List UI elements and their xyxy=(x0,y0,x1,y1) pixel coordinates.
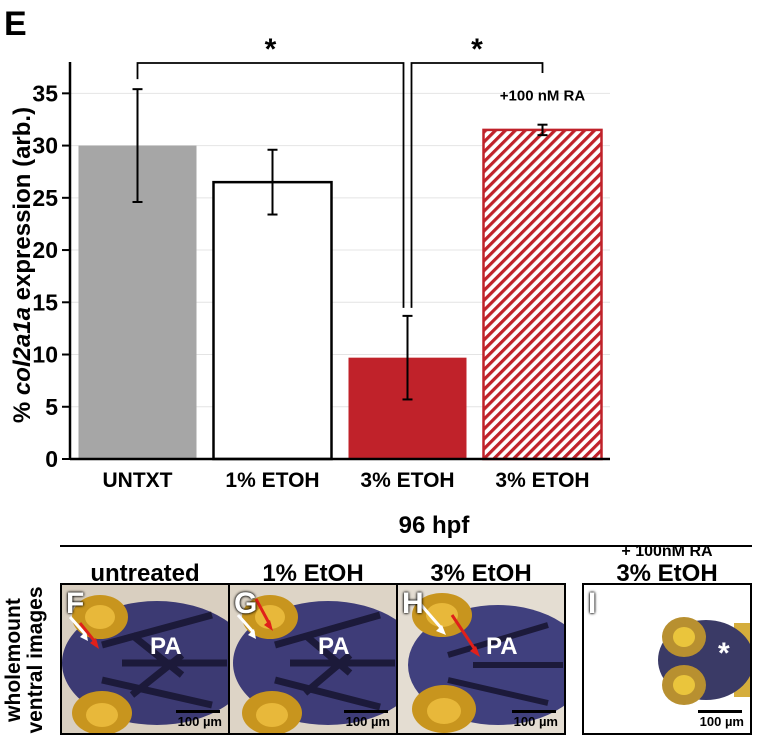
y-tick-label: 35 xyxy=(32,80,58,106)
panel-h-title: 3% EtOH xyxy=(430,560,532,587)
significance-bracket xyxy=(136,62,405,308)
y-tick-label: 10 xyxy=(32,342,58,368)
panel-i-asterisk: * xyxy=(718,637,730,670)
x-tick-label: 3% ETOH xyxy=(495,469,589,492)
panel-h-scale-label: 100 µm xyxy=(513,714,558,729)
bar xyxy=(212,180,333,461)
panel-f-scale-bar xyxy=(176,710,220,713)
panel-h-image: H PA 100 µm xyxy=(396,583,566,735)
y-tick-label: 15 xyxy=(32,289,58,315)
significance-brackets: * * xyxy=(136,33,544,308)
y-tick-label: 25 xyxy=(32,185,58,211)
panel-f-scale-label: 100 µm xyxy=(177,714,222,729)
bars xyxy=(78,128,603,461)
panel-g-scale-label: 100 µm xyxy=(345,714,390,729)
panel-i-scale-label: 100 µm xyxy=(699,714,744,729)
axes: 0 5 10 15 20 25 30 35 UNTXT 1% ETOH 3% ETOH 3% ETOH… xyxy=(32,62,610,492)
bar-chart: 0 5 10 15 20 25 30 35 UNTXT 1% ETOH 3% ETOH 3% ETOH… xyxy=(4,5,610,492)
larva-image-g xyxy=(230,585,396,733)
error-bars xyxy=(132,88,548,401)
panel-g-scale-bar xyxy=(344,710,388,713)
heading-rule xyxy=(60,545,752,547)
x-tick-label: 3% ETOH xyxy=(360,469,454,492)
panel-f-pa-label: PA xyxy=(150,633,182,660)
y-tick-label: 20 xyxy=(32,237,58,263)
side-label: wholemount ventral images xyxy=(2,585,47,735)
panel-g-pa-label: PA xyxy=(318,633,350,660)
panel-i-title-line1: + 100nM RA xyxy=(621,543,713,560)
panel-f-title: untreated xyxy=(90,560,200,587)
y-tick-label: 5 xyxy=(45,394,58,420)
time-heading: 96 hpf xyxy=(398,512,470,539)
y-tick-label: 30 xyxy=(32,133,58,159)
significance-star: * xyxy=(265,33,277,66)
y-axis-label: % col2a1a expression (arb.) xyxy=(9,107,36,423)
larva-image-h xyxy=(398,585,564,733)
panel-i-scale-bar xyxy=(698,710,742,713)
panel-g-image: G PA 100 µm xyxy=(228,583,398,735)
panel-f-letter: F xyxy=(66,587,85,620)
larva-image-f xyxy=(62,585,228,733)
panel-i-image: I * 100 µm xyxy=(582,583,752,735)
panel-h-letter: H xyxy=(402,587,424,620)
side-label-line2: ventral images xyxy=(24,586,47,734)
panel-letter-e: E xyxy=(4,5,27,43)
bar xyxy=(482,128,603,461)
panel-i-title-line2: 3% EtOH xyxy=(616,560,718,587)
x-tick-label: UNTXT xyxy=(103,469,173,492)
larva-image-i xyxy=(584,585,750,733)
panel-f-image: F PA 100 µm xyxy=(60,583,230,735)
panel-g-title: 1% EtOH xyxy=(262,560,364,587)
panel-h-pa-label: PA xyxy=(486,633,518,660)
significance-bracket xyxy=(410,62,544,308)
significance-star: * xyxy=(471,33,483,66)
side-label-line1: wholemount xyxy=(2,598,25,722)
panel-g-letter: G xyxy=(234,587,258,620)
panel-h-scale-bar xyxy=(512,710,556,713)
bar-annotation: +100 nM RA xyxy=(500,88,586,105)
x-tick-label: 1% ETOH xyxy=(225,469,319,492)
panel-i-letter: I xyxy=(588,587,597,620)
y-tick-label: 0 xyxy=(45,446,58,472)
